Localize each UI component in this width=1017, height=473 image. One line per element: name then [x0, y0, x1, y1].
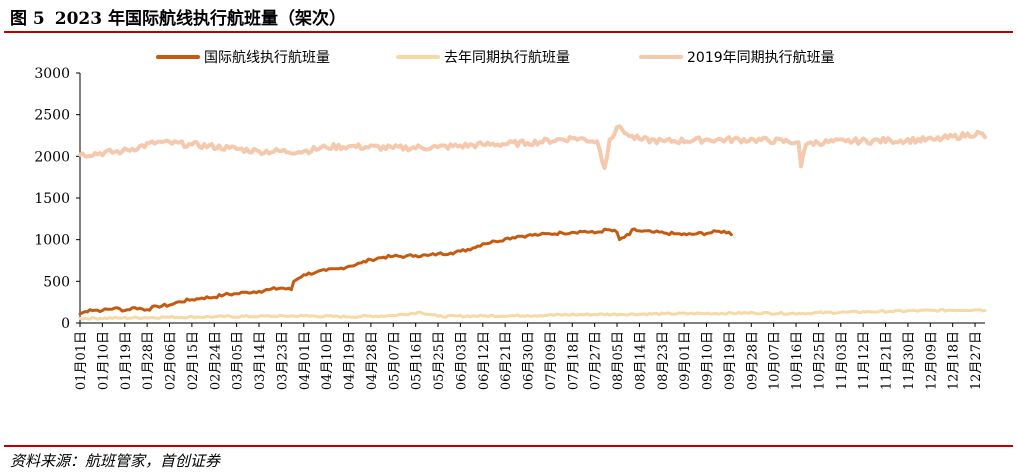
x-tick-label: 05月16日 [410, 331, 425, 390]
x-tick-label: 11月30日 [902, 331, 917, 390]
legend-label-3: 2019年同期执行航班量 [687, 50, 835, 66]
x-tick-label: 05月07日 [387, 331, 402, 390]
x-tick-label: 02月24日 [208, 331, 223, 390]
x-tick-label: 08月23日 [656, 331, 671, 390]
x-tick-label: 06月12日 [477, 331, 492, 390]
x-tick-label: 06月30日 [522, 331, 537, 390]
legend: 国际航线执行航班量 去年同期执行航班量 2019年同期执行航班量 [156, 50, 835, 66]
x-tick-label: 03月05日 [231, 331, 246, 390]
x-tick-label: 01月01日 [74, 331, 89, 390]
x-tick-label: 11月21日 [880, 331, 895, 390]
y-tick-label: 500 [43, 274, 70, 290]
y-tick-label: 2000 [34, 149, 70, 165]
x-tick-label: 11月12日 [857, 331, 872, 390]
x-tick-label: 10月16日 [790, 331, 805, 390]
x-tick-label: 09月19日 [723, 331, 738, 390]
figure-title: 图 5 2023 年国际航线执行航班量（架次） [10, 4, 356, 29]
series-line-3 [78, 124, 987, 170]
x-tick-label: 04月28日 [365, 331, 380, 390]
y-tick-label: 2500 [34, 108, 70, 124]
x-tick-label: 12月18日 [947, 331, 962, 390]
x-tick-label: 10月07日 [768, 331, 783, 390]
bottom-rule [4, 445, 1013, 447]
x-tick-label: 04月10日 [320, 331, 335, 390]
x-tick-label: 12月27日 [969, 331, 984, 390]
figure-number: 图 5 [10, 9, 45, 29]
x-tick-label: 09月28日 [745, 331, 760, 390]
source-note: 资料来源：航班管家，首创证券 [10, 452, 221, 470]
x-tick-label: 07月09日 [544, 331, 559, 390]
top-rule [4, 31, 1013, 33]
x-tick-label: 09月01日 [678, 331, 693, 390]
x-tick-label: 09月10日 [701, 331, 716, 390]
x-tick-label: 02月06日 [164, 331, 179, 390]
x-tick-label: 07月27日 [589, 331, 604, 390]
figure-title-text: 2023 年国际航线执行航班量（架次） [54, 9, 346, 29]
x-tick-label: 01月10日 [96, 331, 111, 390]
x-tick-label: 12月09日 [924, 331, 939, 390]
x-tick-label: 03月23日 [275, 331, 290, 390]
legend-label-2: 去年同期执行航班量 [444, 50, 570, 66]
x-tick-label: 01月19日 [119, 331, 134, 390]
x-tick-label: 03月14日 [253, 331, 268, 390]
series-line-1 [78, 227, 733, 316]
series-line-2 [78, 307, 987, 321]
y-tick-label: 0 [61, 316, 70, 332]
x-tick-label: 08月05日 [611, 331, 626, 390]
x-tick-label: 08月14日 [633, 331, 648, 390]
axes: 0 500 1000 1500 2000 2500 3000 01月01日 01月10日 01月1… [34, 66, 985, 390]
series-lines [78, 124, 987, 321]
x-tick-label: 05月25日 [432, 331, 447, 390]
x-tick-label: 07月18日 [566, 331, 581, 390]
x-tick-label: 01月28日 [141, 331, 156, 390]
x-tick-label: 10月25日 [812, 331, 827, 390]
x-tick-label: 06月03日 [454, 331, 469, 390]
y-tick-label: 1000 [34, 233, 70, 249]
x-tick-label: 04月19日 [343, 331, 358, 390]
legend-label-1: 国际航线执行航班量 [204, 50, 330, 66]
x-tick-label: 04月01日 [298, 331, 313, 390]
y-tick-label: 1500 [34, 191, 70, 207]
x-tick-label: 02月15日 [186, 331, 201, 390]
x-tick-label: 11月03日 [835, 331, 850, 390]
y-tick-label: 3000 [34, 66, 70, 82]
x-tick-label: 06月21日 [499, 331, 514, 390]
